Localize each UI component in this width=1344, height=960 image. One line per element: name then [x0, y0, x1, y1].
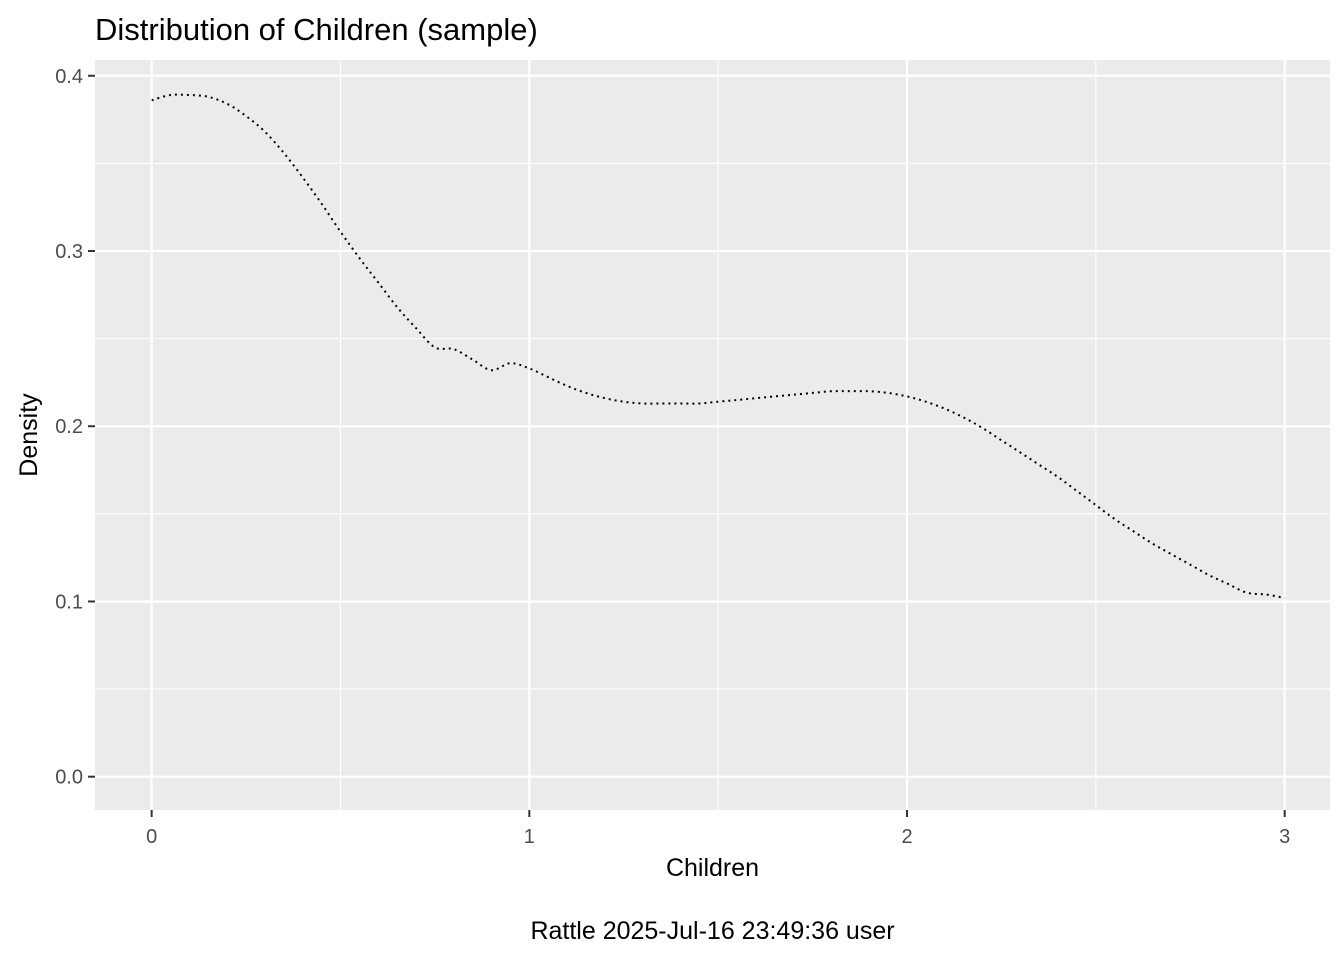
plot-panel	[95, 60, 1330, 810]
y-tick-label: 0.1	[55, 591, 83, 613]
chart-caption: Rattle 2025-Jul-16 23:49:36 user	[530, 917, 894, 945]
grid-lines	[95, 60, 1330, 810]
axis-ticks: 0 1 2 3 0.0 0.1 0.2 0.3 0.4	[55, 66, 1290, 848]
x-tick-label: 3	[1279, 826, 1290, 848]
density-series	[151, 93, 1285, 599]
x-tick-label: 2	[901, 826, 912, 848]
y-axis-title: Density	[15, 393, 43, 477]
x-tick-label: 1	[524, 826, 535, 848]
y-tick-label: 0.0	[55, 767, 83, 789]
x-tick-label: 0	[146, 826, 157, 848]
x-axis-title: Children	[666, 854, 759, 882]
chart-title: Distribution of Children (sample)	[95, 12, 538, 47]
y-tick-label: 0.2	[55, 416, 83, 438]
y-tick-label: 0.3	[55, 241, 83, 263]
y-tick-label: 0.4	[55, 66, 83, 88]
density-line	[151, 93, 1285, 599]
